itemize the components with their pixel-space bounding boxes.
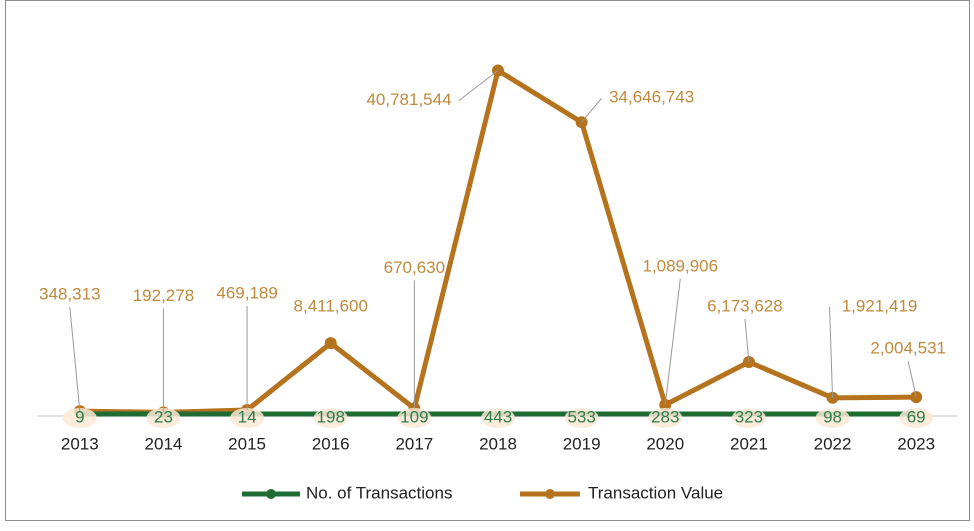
legend-marker (266, 489, 276, 499)
data-label: 283 (651, 407, 679, 426)
point (324, 337, 337, 350)
leader-line (458, 70, 499, 101)
legend-label: Transaction Value (588, 483, 723, 502)
label-halo (731, 407, 766, 428)
data-label: 14 (238, 407, 257, 426)
data-label: 348,313 (39, 285, 100, 304)
data-label: 34,646,743 (609, 88, 694, 107)
label-halo (146, 407, 181, 428)
data-label: 6,173,628 (707, 296, 783, 315)
x-tick-label: 2014 (145, 434, 183, 453)
label-halo (230, 407, 265, 428)
label-halo (313, 407, 348, 428)
data-label: 23 (154, 407, 173, 426)
leader-line (69, 307, 81, 412)
data-label: 9 (75, 407, 84, 426)
x-tick-label: 2017 (395, 434, 433, 453)
label-halo (62, 407, 97, 428)
label-halo (481, 407, 515, 428)
data-label: 533 (567, 407, 595, 426)
label-halo (815, 407, 850, 428)
x-tick-label: 2018 (479, 434, 517, 453)
x-tick-label: 2021 (730, 434, 768, 453)
x-tick-label: 2015 (228, 434, 266, 453)
x-tick-label: 2013 (61, 434, 99, 453)
leader-line (744, 318, 750, 363)
leader-line (907, 361, 917, 398)
x-tick-label: 2022 (814, 434, 852, 453)
data-label: 1,921,419 (842, 296, 918, 315)
label-halo (899, 407, 934, 428)
data-label: 40,781,544 (366, 90, 451, 109)
data-label: 69 (907, 407, 926, 426)
x-tick-label: 2023 (897, 434, 935, 453)
legend-marker (545, 489, 555, 499)
data-label: 198 (317, 407, 345, 426)
chart-border (5, 0, 970, 521)
x-tick-label: 2020 (646, 434, 684, 453)
leader-line (664, 278, 681, 405)
leader-line (829, 306, 834, 398)
data-label: 443 (484, 407, 512, 426)
data-label: 109 (400, 407, 428, 426)
label-halo (397, 407, 432, 428)
data-label: 1,089,906 (642, 256, 718, 275)
legend-label: No. of Transactions (306, 483, 452, 502)
label-halo (564, 407, 599, 428)
data-label: 323 (735, 407, 763, 426)
data-label: 2,004,531 (870, 339, 946, 358)
data-label: 98 (823, 407, 842, 426)
x-tick-label: 2016 (312, 434, 350, 453)
leader-line (581, 97, 603, 123)
data-label: 192,278 (133, 286, 194, 305)
data-label: 670,630 (384, 258, 445, 277)
label-halo (648, 407, 683, 428)
x-tick-label: 2019 (563, 434, 601, 453)
data-label: 8,411,600 (294, 297, 368, 316)
data-label: 469,189 (216, 284, 277, 303)
